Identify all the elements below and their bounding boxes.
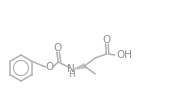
Text: O: O [103,35,111,45]
Text: H: H [68,70,75,79]
Text: O: O [53,43,61,53]
Text: O: O [45,62,53,72]
Text: OH: OH [116,50,132,60]
Text: N: N [67,64,75,74]
